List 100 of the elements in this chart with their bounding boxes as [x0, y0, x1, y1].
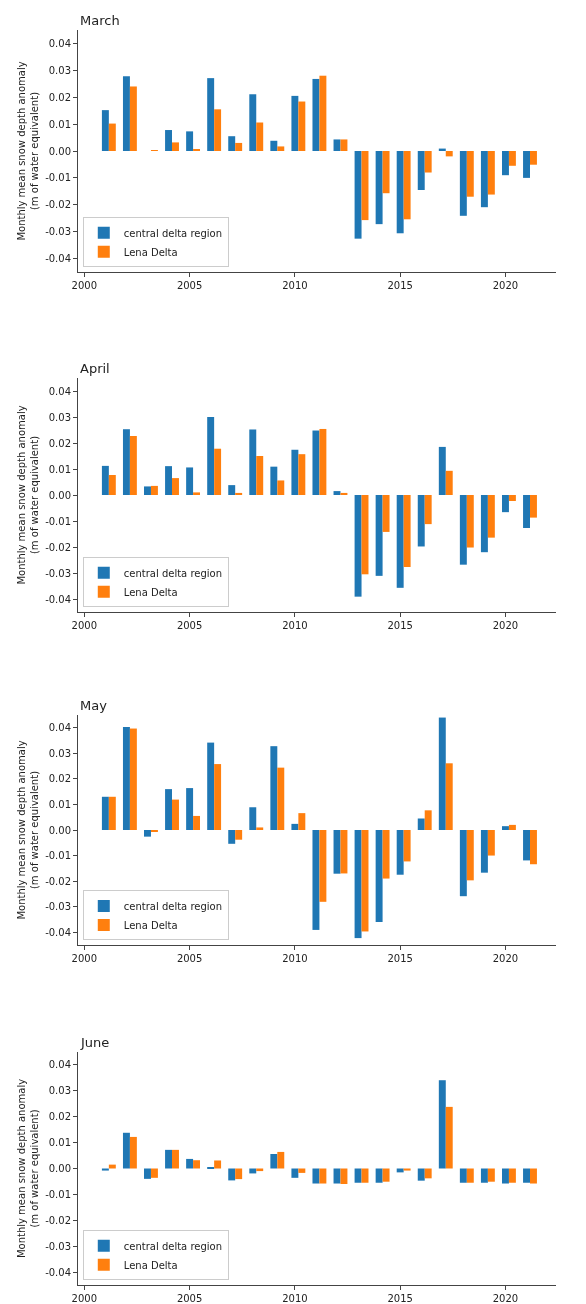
bar — [340, 1168, 348, 1185]
bar — [501, 1168, 509, 1184]
bar — [235, 830, 243, 840]
y-tick-label: -0.01 — [45, 1188, 71, 1200]
x-tick-label: 2015 — [387, 280, 413, 291]
bar — [375, 151, 383, 225]
bar — [214, 448, 222, 495]
bar — [382, 1168, 390, 1182]
bar — [193, 1160, 201, 1169]
bar — [480, 151, 488, 208]
bar — [298, 454, 306, 495]
bar — [501, 826, 509, 830]
bar — [129, 435, 137, 495]
bar — [354, 830, 362, 939]
bar — [228, 485, 236, 495]
y-tick-label: -0.01 — [45, 172, 71, 184]
bar — [108, 796, 116, 830]
y-axis-title: Monthly mean snow depth anomaly (m of water equivalent) — [16, 740, 41, 920]
bar — [487, 151, 495, 195]
x-tick-label: 2010 — [282, 280, 308, 291]
x-tick-label: 2015 — [387, 953, 413, 964]
bar — [228, 830, 236, 844]
x-tick-label: 2005 — [176, 280, 203, 291]
bar — [417, 151, 425, 190]
x-tick-label: 2000 — [71, 1293, 98, 1304]
bar — [144, 1168, 151, 1179]
bar — [417, 1168, 425, 1181]
bar — [298, 813, 306, 830]
y-tick-label: 0.00 — [48, 489, 71, 501]
bar — [403, 495, 411, 568]
bar — [122, 76, 130, 151]
bar — [354, 1168, 362, 1183]
bar — [508, 824, 516, 830]
x-tick-label: 2010 — [282, 953, 308, 964]
bar — [207, 78, 215, 151]
x-tick-label: 2020 — [492, 1293, 519, 1304]
bar — [354, 151, 362, 239]
x-tick-label: 2020 — [492, 953, 519, 964]
y-tick-label: -0.04 — [45, 926, 71, 938]
bar — [186, 467, 194, 495]
bar — [529, 495, 537, 518]
chart-title: April — [80, 361, 110, 376]
y-tick-label: -0.03 — [45, 1240, 71, 1252]
bar — [480, 495, 488, 553]
bar — [487, 830, 495, 856]
y-tick-label: 0.00 — [48, 824, 71, 836]
bar — [172, 478, 179, 495]
bar — [277, 480, 285, 495]
bar — [207, 742, 215, 830]
y-tick-label: -0.02 — [45, 1214, 71, 1226]
bar — [270, 746, 278, 830]
bar — [508, 151, 516, 166]
bar — [312, 830, 320, 930]
bar — [424, 1168, 432, 1179]
bar — [375, 1168, 383, 1183]
y-axis-title: Monthly mean snow depth anomaly (m of water equivalent) — [16, 405, 41, 585]
bar — [235, 492, 243, 495]
y-tick-label: 0.04 — [48, 37, 71, 49]
bar — [466, 1168, 474, 1183]
bar — [508, 495, 516, 501]
y-tick-label: 0.03 — [48, 747, 71, 759]
bar — [375, 495, 383, 576]
bar — [445, 763, 453, 830]
chart-title: June — [80, 1035, 110, 1050]
bar — [382, 495, 390, 532]
bar — [150, 485, 158, 495]
bar — [108, 474, 116, 495]
bar — [480, 1168, 488, 1183]
bar — [340, 830, 348, 874]
y-tick-label: 0.00 — [48, 1163, 71, 1174]
bar — [417, 495, 425, 547]
bar — [277, 767, 285, 830]
bar — [165, 130, 173, 151]
legend-label: Lena Delta — [123, 919, 178, 931]
y-tick-label: 0.01 — [48, 118, 71, 130]
chart-title: May — [80, 698, 108, 713]
y-tick-label: 0.02 — [48, 91, 71, 103]
bar — [256, 827, 264, 830]
bar — [228, 136, 236, 151]
y-tick-label: 0.04 — [48, 722, 71, 734]
y-tick-label: 0.01 — [48, 463, 71, 475]
bar — [382, 830, 390, 879]
bar — [523, 151, 530, 178]
bar — [333, 139, 341, 151]
bar — [480, 830, 488, 873]
bar — [207, 417, 215, 495]
bar — [235, 142, 243, 151]
bar — [101, 110, 109, 151]
bar — [396, 151, 404, 234]
bar — [277, 1151, 285, 1169]
bar — [186, 788, 194, 830]
bar — [165, 1149, 173, 1169]
bar — [459, 495, 467, 565]
bar — [438, 446, 446, 495]
bar — [445, 151, 453, 157]
bar — [424, 810, 432, 830]
bar — [270, 466, 278, 495]
bar — [396, 495, 404, 588]
bar — [270, 1154, 278, 1169]
bar — [487, 495, 495, 538]
